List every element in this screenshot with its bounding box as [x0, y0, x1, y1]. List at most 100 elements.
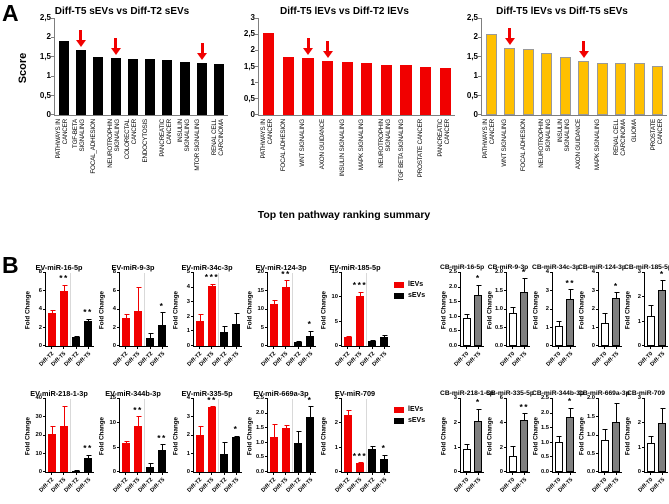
chart-cb2: CB-miR-9-3p Fold Change 0.0 0.5 1.0 1.5 2.0 * Di… — [486, 262, 530, 376]
y-tick-mark — [478, 18, 482, 19]
chart-title: EV-miR-124-3p — [255, 263, 307, 272]
bar — [59, 291, 69, 346]
chart-title: Diff-T5 lEVs vs Diff-T5 sEVs — [496, 6, 628, 17]
bar — [379, 458, 389, 472]
bar — [281, 286, 291, 346]
y-tick-mark — [191, 471, 194, 472]
y-tick-label: 2 — [499, 444, 503, 451]
chart-title: EV-miR-344b-3p — [105, 389, 161, 398]
chart-ev8: EV-miR-335-5p Fold Change 0 1 2 3 4 ** * Diff-T2 D… — [172, 388, 242, 502]
error-bar — [346, 336, 351, 338]
x-tick-mark — [309, 473, 311, 475]
error-bar — [234, 313, 239, 325]
bar — [566, 416, 575, 472]
bar — [633, 63, 645, 115]
error-bar — [148, 463, 153, 467]
bar — [612, 421, 621, 472]
y-tick-mark — [117, 446, 120, 448]
chart-title: EV-miR-34c-3p — [181, 263, 233, 272]
y-tick-label: 3 — [334, 395, 338, 402]
error-bar — [660, 280, 666, 291]
chart-cb10: CB-miR-709 Fold Change 0 1 2 3 Diff-T0 Diff-T5 — [624, 388, 668, 502]
x-tick-mark — [51, 473, 53, 475]
x-tick-label: RENAL CELL CARCINOMA — [211, 119, 226, 156]
plot-area: *** — [265, 270, 316, 347]
error-bar — [74, 470, 79, 471]
error-bar — [284, 280, 289, 287]
chart-ev3: EV-miR-34c-3p Fold Change 0 1 2 3 4 5 *** Diff-T2… — [172, 262, 242, 376]
y-tick-label: 6 — [38, 287, 42, 294]
y-tick-mark — [339, 422, 342, 424]
chart-a2: Diff-T5 lEVs vs Diff-T2 lEVs 0 0,5 1 1,5 2 2,5… — [234, 4, 455, 208]
x-tick-label: PATHWAYS IN CANCER — [259, 119, 274, 159]
y-tick-mark — [117, 422, 120, 424]
y-tick-mark — [504, 398, 507, 399]
y-tick-label: 2 — [637, 419, 641, 426]
y-tick-mark — [255, 50, 259, 51]
error-bar — [136, 286, 141, 312]
y-tick-label: 0 — [545, 343, 549, 350]
x-tick-mark — [223, 473, 225, 475]
bar — [231, 324, 241, 346]
group-divider — [366, 273, 367, 346]
y-tick-mark — [550, 456, 553, 458]
plot-area: * — [265, 394, 316, 473]
y-tick-mark — [265, 471, 268, 472]
y-tick-mark — [339, 345, 342, 346]
y-tick-label: 0,5 — [243, 93, 255, 103]
y-tick-mark — [642, 272, 645, 273]
x-tick-mark — [570, 473, 571, 475]
group-divider — [144, 399, 145, 472]
y-tick-mark — [191, 330, 194, 332]
bar — [652, 65, 664, 115]
y-tick-label: 20 — [35, 432, 42, 439]
y-axis-label: Fold Change — [624, 290, 632, 330]
sig-marker: * — [613, 280, 619, 291]
y-tick-label: 2.5 — [540, 395, 549, 402]
plot-area: ** ** — [117, 398, 168, 473]
y-tick-mark — [255, 18, 259, 19]
y-tick-mark — [43, 398, 46, 399]
y-tick-label: 2 — [591, 306, 595, 313]
x-tick-mark — [466, 347, 467, 349]
bar — [367, 341, 377, 346]
legend-item-lEVs: lEVs — [394, 406, 425, 413]
sEVs-swatch-icon — [394, 417, 404, 424]
sig-marker: *** — [204, 272, 220, 283]
y-tick-label: 3 — [186, 413, 190, 420]
x-tick-mark — [616, 473, 617, 475]
plot-area: * — [504, 268, 530, 347]
error-bar — [464, 444, 470, 449]
chart-title: CB-miR-16-5p — [440, 264, 485, 271]
y-tick-mark — [339, 296, 342, 298]
bar — [439, 67, 451, 115]
y-tick-label: 3 — [545, 287, 549, 294]
y-tick-label: 0.0 — [255, 469, 264, 476]
y-tick-mark — [550, 441, 553, 443]
chart-ev2: EV-miR-9-3p Fold Change 0 2 4 6 8 * Diff-T2 Diff-… — [98, 262, 168, 376]
y-tick-label: 1,5 — [243, 61, 255, 71]
y-tick-label: 2 — [637, 293, 641, 300]
x-tick-mark — [524, 347, 525, 349]
plot-area — [596, 398, 622, 473]
y-tick-label: 2,5 — [243, 29, 255, 39]
y-tick-mark — [191, 452, 194, 454]
chart-title: EV-miR-218-1-3p — [30, 389, 88, 398]
sig-marker: * — [307, 394, 313, 405]
x-tick-mark — [616, 347, 617, 349]
bar — [474, 420, 483, 472]
plot-area: * — [550, 397, 576, 473]
down-arrow-icon — [197, 43, 208, 61]
y-tick-label: 1 — [186, 450, 190, 457]
down-arrow-icon — [75, 29, 86, 47]
sig-marker: * — [659, 268, 665, 279]
y-tick-mark — [504, 422, 507, 424]
y-tick-mark — [265, 398, 268, 399]
error-bar — [198, 313, 203, 322]
bar — [127, 58, 138, 115]
error-bar — [62, 284, 67, 292]
bar — [47, 313, 57, 346]
y-tick-label: 0 — [334, 469, 338, 476]
y-tick-label: 1.0 — [540, 439, 549, 446]
y-tick-label: 1 — [473, 71, 478, 81]
